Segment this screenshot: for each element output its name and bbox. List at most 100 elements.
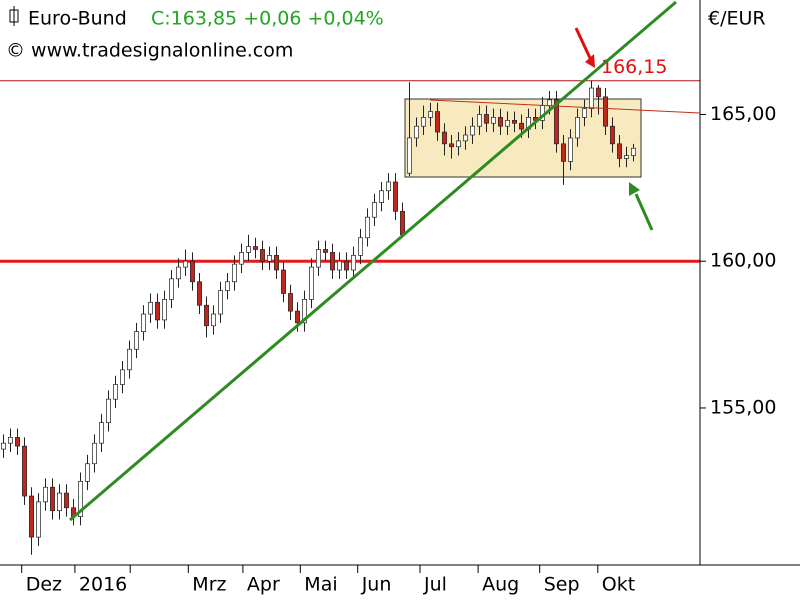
candle-body bbox=[484, 114, 489, 124]
candle-body bbox=[267, 255, 272, 262]
candle-body bbox=[120, 369, 125, 385]
candle-body bbox=[477, 114, 482, 127]
candle-body bbox=[547, 99, 552, 107]
candle-body bbox=[134, 331, 139, 350]
candle-body bbox=[575, 117, 580, 139]
candle-body bbox=[589, 87, 594, 109]
chart-title: Euro-Bund bbox=[28, 8, 127, 30]
x-tick-label: Apr bbox=[247, 574, 280, 596]
candle-body bbox=[29, 495, 34, 538]
candle-body bbox=[554, 99, 559, 145]
x-tick-label: Aug bbox=[482, 574, 519, 596]
candle-body bbox=[428, 111, 433, 118]
y-tick-label: 155,00 bbox=[710, 396, 776, 418]
candle-body bbox=[127, 348, 132, 371]
candle-body bbox=[288, 293, 293, 312]
header: Euro-Bund C:163,85 +0,06 +0,04% © www.tr… bbox=[6, 6, 766, 62]
chart-subtitle: C:163,85 +0,06 +0,04% bbox=[151, 8, 384, 30]
candle-body bbox=[512, 119, 517, 124]
candle-body bbox=[372, 202, 377, 218]
candle-body bbox=[435, 111, 440, 133]
candle-body bbox=[561, 143, 566, 162]
candle-body bbox=[253, 246, 258, 250]
candle-body bbox=[246, 246, 251, 253]
candle-body bbox=[155, 301, 160, 321]
candle-body bbox=[36, 501, 41, 538]
candle-body bbox=[337, 260, 342, 271]
candle-body bbox=[50, 486, 55, 512]
candle-body bbox=[8, 436, 13, 444]
x-tick-label: Sep bbox=[544, 574, 580, 596]
candle-body bbox=[309, 266, 314, 300]
candle-body bbox=[449, 143, 454, 148]
candle-body bbox=[295, 310, 300, 324]
candle-body bbox=[456, 140, 461, 148]
candle-body bbox=[351, 255, 356, 271]
candle-body bbox=[330, 252, 335, 271]
candle-body bbox=[211, 313, 216, 327]
candle-body bbox=[617, 143, 622, 159]
candle-body bbox=[78, 481, 83, 517]
candle-body bbox=[505, 119, 510, 127]
candle-body bbox=[176, 266, 181, 280]
candle-body bbox=[610, 125, 615, 145]
candle-body bbox=[43, 486, 48, 503]
candle-body bbox=[442, 131, 447, 145]
candle-body bbox=[64, 492, 69, 509]
candle-body bbox=[113, 384, 118, 400]
source: © www.tradesignalonline.com bbox=[6, 40, 293, 62]
candle-body bbox=[498, 117, 503, 127]
arrow-red-head bbox=[585, 54, 595, 68]
marks bbox=[0, 80, 700, 555]
arrow-green-head bbox=[629, 182, 640, 196]
candle-body bbox=[407, 137, 412, 174]
x-tick-label: Dez bbox=[26, 574, 62, 596]
candle-body bbox=[204, 304, 209, 327]
annotations bbox=[69, 0, 701, 522]
candle-body bbox=[393, 181, 398, 212]
x-tick-label: Jun bbox=[361, 574, 392, 596]
candle-body bbox=[106, 398, 111, 423]
candle-body bbox=[1, 442, 6, 450]
candle-body bbox=[274, 255, 279, 271]
x-tick-label: Mrz bbox=[192, 574, 226, 596]
y-tick-label: 165,00 bbox=[710, 103, 776, 125]
candle-body bbox=[596, 87, 601, 98]
candle-body bbox=[386, 181, 391, 192]
candle-body bbox=[582, 108, 587, 118]
x-tick-label: Okt bbox=[602, 574, 635, 596]
candle-body bbox=[463, 134, 468, 142]
candle-body bbox=[316, 249, 321, 268]
candle-body bbox=[379, 190, 384, 203]
candle-body bbox=[169, 278, 174, 300]
candle-body bbox=[344, 260, 349, 271]
candle-body bbox=[22, 445, 27, 497]
candle-body bbox=[260, 249, 265, 262]
trend-line bbox=[69, 0, 677, 522]
candle-body bbox=[519, 122, 524, 130]
candle-body bbox=[232, 263, 237, 283]
candle-body bbox=[491, 117, 496, 124]
candle-body bbox=[603, 96, 608, 127]
candle-body bbox=[421, 117, 426, 127]
arrow-green bbox=[634, 193, 654, 231]
candle-body bbox=[141, 313, 146, 333]
x-tick-label: 2016 bbox=[79, 574, 127, 596]
candle-body bbox=[281, 269, 286, 294]
candle-body bbox=[99, 422, 104, 444]
candle-body bbox=[15, 436, 20, 447]
level-label: 166,15 bbox=[601, 56, 667, 78]
arrow-red bbox=[574, 27, 592, 59]
candle-body bbox=[624, 155, 629, 159]
y-axis-label: €/EUR bbox=[708, 8, 766, 30]
candle-body bbox=[323, 249, 328, 253]
y-tick-label: 160,00 bbox=[710, 250, 776, 272]
candle-body bbox=[190, 260, 195, 283]
candle-body bbox=[414, 125, 419, 139]
candle-body bbox=[358, 237, 363, 256]
candle-body bbox=[162, 299, 167, 321]
x-tick-label: Jul bbox=[423, 574, 447, 596]
candle-body bbox=[148, 301, 153, 315]
